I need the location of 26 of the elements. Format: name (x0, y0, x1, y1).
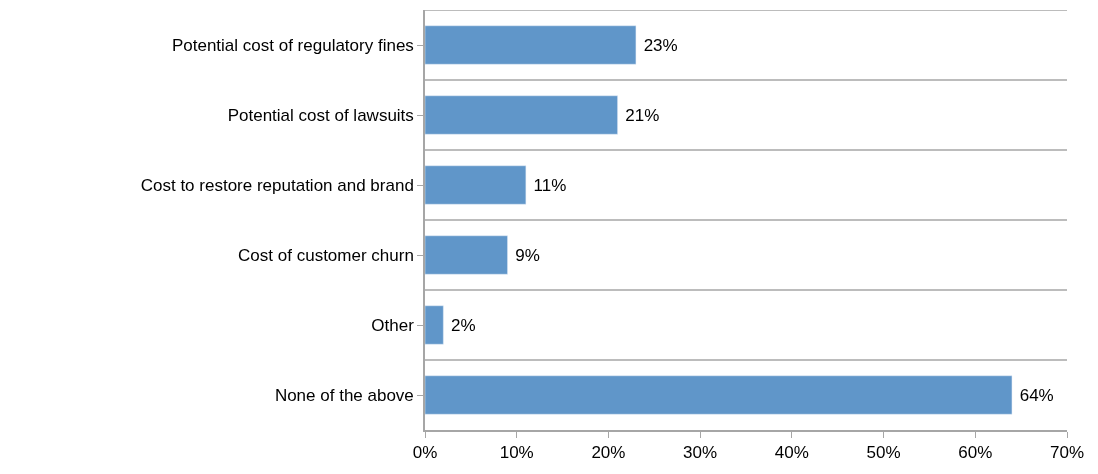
y-tick-label: Other (371, 315, 415, 335)
y-tick-label: None of the above (274, 385, 414, 405)
bar (425, 305, 444, 345)
y-tick-label: Cost of customer churn (238, 245, 414, 265)
data-label: 2% (446, 315, 476, 335)
x-tick-label: 50% (866, 443, 901, 463)
data-label: 21% (620, 105, 660, 125)
x-tick-label: 30% (683, 443, 718, 463)
y-tick-label: Potential cost of regulatory fines (171, 35, 414, 55)
x-tick-label: 40% (774, 443, 809, 463)
x-tick-label: 0% (412, 443, 438, 463)
bar (425, 235, 508, 275)
x-tick-label: 60% (958, 443, 993, 463)
y-tick-label: Potential cost of lawsuits (227, 105, 414, 125)
bar (425, 25, 637, 65)
bar (425, 95, 618, 135)
bar (425, 375, 1013, 415)
data-label: 9% (510, 245, 540, 265)
data-label: 23% (638, 35, 678, 55)
data-label: 64% (1014, 385, 1054, 405)
x-tick-label: 70% (1049, 443, 1085, 463)
data-label: 11% (528, 175, 567, 195)
x-tick-label: 10% (499, 443, 534, 463)
y-tick-label: Cost to restore reputation and brand (140, 175, 414, 195)
bar (425, 165, 527, 205)
x-tick-label: 20% (591, 443, 626, 463)
